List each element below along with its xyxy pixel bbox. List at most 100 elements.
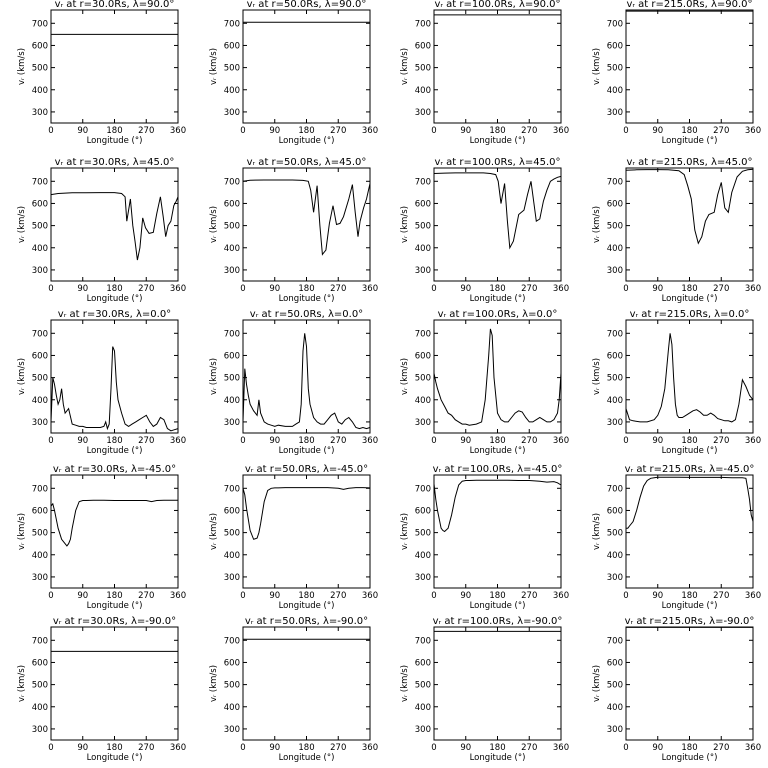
y-tick-label: 700 <box>224 484 240 494</box>
y-tick-label: 500 <box>607 222 623 232</box>
x-tick-label: 270 <box>138 743 154 753</box>
chart-panel-16: vᵣ at r=215.0Rs, λ=-45.0° 0 90 180 270 360 300… <box>592 464 761 611</box>
y-tick-label: 300 <box>32 573 48 583</box>
y-axis-label: vᵣ (km/s) <box>400 665 410 702</box>
x-tick-label: 90 <box>269 591 280 601</box>
x-tick-label: 90 <box>652 126 663 136</box>
x-tick-label: 0 <box>240 284 245 294</box>
y-tick-label: 500 <box>224 64 240 74</box>
y-tick-label: 700 <box>415 636 431 646</box>
series-line <box>50 346 179 432</box>
y-axis-label: vᵣ (km/s) <box>592 513 602 550</box>
plot-frame <box>433 9 562 124</box>
chart-panel-8: vᵣ at r=215.0Rs, λ=45.0° 0 90 180 270 360 300 4… <box>592 157 761 304</box>
chart-title: vᵣ at r=100.0Rs, λ=45.0° <box>434 157 560 168</box>
x-tick-label: 270 <box>713 743 729 753</box>
plot-frame <box>242 626 371 741</box>
x-tick-label: 90 <box>77 284 88 294</box>
y-tick-label: 400 <box>32 244 48 254</box>
y-axis-label: vᵣ (km/s) <box>209 48 219 85</box>
chart-panel-10: vᵣ at r=50.0Rs, λ=0.0° 0 90 180 270 360 300 400… <box>209 309 378 456</box>
x-axis-label: Longitude (°) <box>87 294 143 304</box>
y-tick-label: 700 <box>224 329 240 339</box>
y-tick-label: 600 <box>607 506 623 516</box>
plot-frame <box>625 626 754 741</box>
y-tick-label: 700 <box>32 636 48 646</box>
x-tick-label: 180 <box>681 743 697 753</box>
chart-panel-3: vᵣ at r=100.0Rs, λ=90.0° 0 90 180 270 360 300 4… <box>400 0 569 146</box>
x-tick-label: 0 <box>48 436 53 446</box>
chart-panel-19: vᵣ at r=100.0Rs, λ=-90.0° 0 90 180 270 360 300… <box>400 616 569 763</box>
y-tick-label: 700 <box>415 19 431 29</box>
chart-panel-5: vᵣ at r=30.0Rs, λ=45.0° 0 90 180 270 360 300 40… <box>17 157 186 304</box>
y-tick-label: 500 <box>607 529 623 539</box>
x-axis-label: Longitude (°) <box>470 446 526 456</box>
chart-title: vᵣ at r=30.0Rs, λ=-90.0° <box>53 616 176 627</box>
y-tick-label: 300 <box>224 573 240 583</box>
x-axis-label: Longitude (°) <box>470 753 526 763</box>
x-tick-label: 360 <box>553 284 569 294</box>
y-tick-label: 400 <box>224 244 240 254</box>
y-tick-label: 700 <box>224 636 240 646</box>
x-tick-label: 0 <box>240 436 245 446</box>
y-tick-label: 400 <box>607 551 623 561</box>
y-axis-label: vᵣ (km/s) <box>17 206 27 243</box>
x-tick-label: 180 <box>298 591 314 601</box>
y-tick-label: 500 <box>224 529 240 539</box>
x-tick-label: 90 <box>460 436 471 446</box>
plot-frame <box>50 626 179 741</box>
y-tick-label: 600 <box>32 658 48 668</box>
x-axis-label: Longitude (°) <box>470 136 526 146</box>
x-tick-label: 360 <box>745 126 761 136</box>
plot-frame <box>625 474 754 589</box>
chart-title: vᵣ at r=215.0Rs, λ=90.0° <box>626 0 752 10</box>
y-tick-label: 400 <box>224 551 240 561</box>
x-tick-label: 270 <box>138 126 154 136</box>
y-tick-label: 300 <box>415 108 431 118</box>
plot-frame <box>50 9 179 124</box>
x-tick-label: 360 <box>745 436 761 446</box>
x-tick-label: 270 <box>521 743 537 753</box>
y-tick-label: 600 <box>607 41 623 51</box>
chart-panel-14: vᵣ at r=50.0Rs, λ=-45.0° 0 90 180 270 360 300 4… <box>209 464 378 611</box>
chart-title: vᵣ at r=30.0Rs, λ=45.0° <box>55 157 175 168</box>
x-tick-label: 90 <box>460 126 471 136</box>
x-axis-label: Longitude (°) <box>87 136 143 146</box>
y-tick-label: 600 <box>224 351 240 361</box>
chart-panel-6: vᵣ at r=50.0Rs, λ=45.0° 0 90 180 270 360 300 40… <box>209 157 378 304</box>
x-axis-label: Longitude (°) <box>279 446 335 456</box>
y-tick-label: 300 <box>415 266 431 276</box>
y-tick-label: 700 <box>607 636 623 646</box>
x-tick-label: 180 <box>106 591 122 601</box>
x-tick-label: 180 <box>681 591 697 601</box>
y-tick-label: 400 <box>415 703 431 713</box>
y-tick-label: 700 <box>607 484 623 494</box>
x-axis-label: Longitude (°) <box>87 601 143 611</box>
series-line <box>242 179 371 256</box>
y-tick-label: 500 <box>32 374 48 384</box>
y-tick-label: 400 <box>607 244 623 254</box>
x-tick-label: 180 <box>489 591 505 601</box>
y-axis-label: vᵣ (km/s) <box>209 206 219 243</box>
x-axis-label: Longitude (°) <box>87 446 143 456</box>
x-tick-label: 180 <box>681 436 697 446</box>
series-line <box>242 333 371 430</box>
y-tick-label: 600 <box>607 351 623 361</box>
x-axis-label: Longitude (°) <box>470 601 526 611</box>
y-tick-label: 300 <box>607 418 623 428</box>
x-tick-label: 360 <box>170 436 186 446</box>
plot-frame <box>433 319 562 434</box>
x-tick-label: 0 <box>240 126 245 136</box>
x-tick-label: 270 <box>138 436 154 446</box>
chart-panel-17: vᵣ at r=30.0Rs, λ=-90.0° 0 90 180 270 360 300 4… <box>17 616 186 763</box>
x-tick-label: 90 <box>460 591 471 601</box>
chart-title: vᵣ at r=50.0Rs, λ=45.0° <box>247 157 367 168</box>
y-tick-label: 300 <box>32 266 48 276</box>
y-tick-label: 300 <box>32 725 48 735</box>
y-tick-label: 500 <box>607 374 623 384</box>
x-tick-label: 0 <box>431 436 436 446</box>
x-tick-label: 360 <box>745 591 761 601</box>
series-line <box>50 192 179 261</box>
x-tick-label: 270 <box>330 591 346 601</box>
